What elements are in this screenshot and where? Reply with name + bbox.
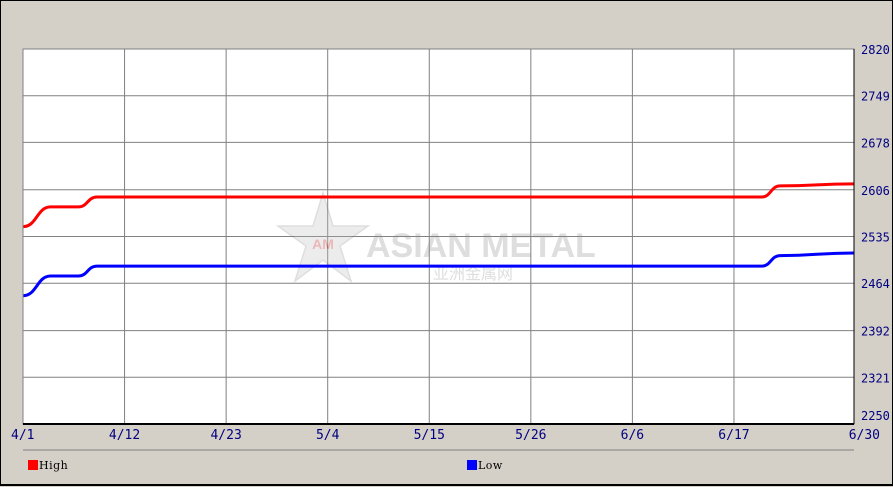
y-tick-label: 2606 [861, 184, 890, 198]
legend-label-low: Low [478, 458, 503, 472]
legend-item-low: Low [467, 457, 503, 473]
x-tick-label: 6/17 [718, 428, 749, 443]
y-tick-label: 2464 [861, 277, 890, 291]
y-tick-label: 2321 [861, 371, 890, 385]
y-tick-label: 2392 [861, 325, 890, 339]
x-tick-label: 4/1 [11, 428, 34, 443]
legend-swatch-low [467, 460, 477, 470]
grid-lines [23, 49, 854, 424]
x-tick-label: 4/23 [210, 428, 241, 443]
x-tick-labels: 4/1 4/12 4/23 5/4 5/15 5/26 6/6 6/17 6/30 [11, 428, 880, 443]
watermark-logo-text: AM [312, 236, 334, 252]
y-tick-labels: 2820 2749 2678 2606 2535 2464 2392 2321 2250 [861, 43, 890, 423]
x-tick-label: 5/26 [515, 428, 546, 443]
series-line-high [22, 182, 855, 229]
y-tick-label: 2535 [861, 231, 890, 245]
watermark-title: ASIAN METAL [366, 227, 596, 265]
watermark-star-icon [275, 190, 371, 283]
y-tick-label: 2749 [861, 90, 890, 104]
watermark-logo: AM ASIAN METAL 亚洲金属网 [275, 190, 596, 283]
x-tick-label: 6/30 [849, 428, 880, 443]
y-tick-label: 2678 [861, 136, 890, 150]
x-tick-label: 6/6 [621, 428, 644, 443]
legend-swatch-high [28, 460, 38, 470]
y-tick-label: 2820 [861, 43, 890, 57]
x-tick-label: 5/15 [414, 428, 445, 443]
y-tick-label: 2250 [861, 409, 890, 423]
series-layer [22, 182, 855, 298]
legend-label-high: High [39, 458, 69, 472]
legend-item-high: High [28, 457, 68, 473]
watermark-subtitle: 亚洲金属网 [433, 264, 513, 283]
x-tick-label: 4/12 [109, 428, 140, 443]
x-tick-label: 5/4 [316, 428, 340, 443]
series-line-low [22, 251, 855, 298]
